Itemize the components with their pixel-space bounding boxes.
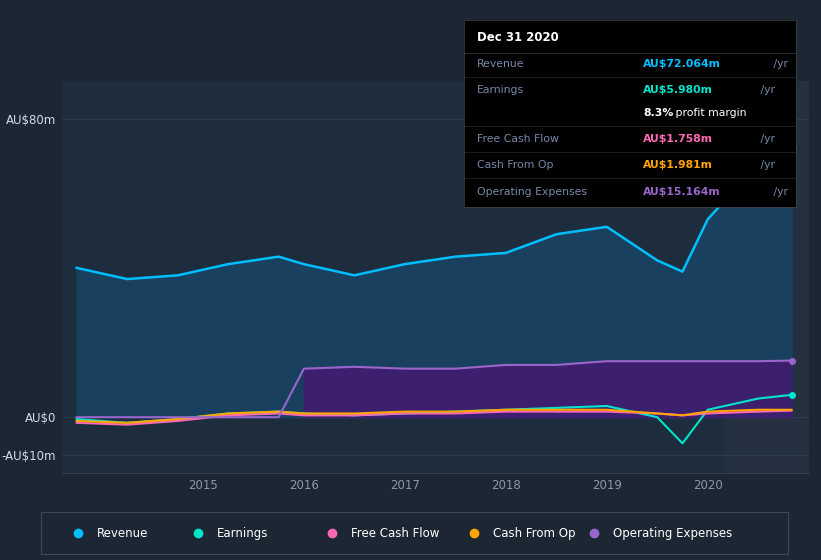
Text: Earnings: Earnings [217,527,268,540]
Text: Cash From Op: Cash From Op [477,160,553,170]
Text: Cash From Op: Cash From Op [493,527,576,540]
Text: AU$5.980m: AU$5.980m [644,85,713,95]
Text: Operating Expenses: Operating Expenses [477,186,587,197]
Text: Earnings: Earnings [477,85,525,95]
Text: Free Cash Flow: Free Cash Flow [477,134,559,144]
Text: Operating Expenses: Operating Expenses [612,527,732,540]
Text: Revenue: Revenue [97,527,149,540]
Text: /yr: /yr [757,160,775,170]
Text: AU$15.164m: AU$15.164m [644,186,721,197]
Bar [725,81,809,473]
Text: AU$72.064m: AU$72.064m [644,59,722,69]
Text: /yr: /yr [770,59,788,69]
Text: AU$1.981m: AU$1.981m [644,160,713,170]
Text: /yr: /yr [757,134,775,144]
Text: Revenue: Revenue [477,59,525,69]
Text: AU$1.758m: AU$1.758m [644,134,713,144]
Text: /yr: /yr [770,186,788,197]
Text: Dec 31 2020: Dec 31 2020 [477,31,559,44]
Text: /yr: /yr [757,85,775,95]
Text: Free Cash Flow: Free Cash Flow [351,527,439,540]
Text: profit margin: profit margin [672,108,746,118]
Text: 8.3%: 8.3% [644,108,674,118]
